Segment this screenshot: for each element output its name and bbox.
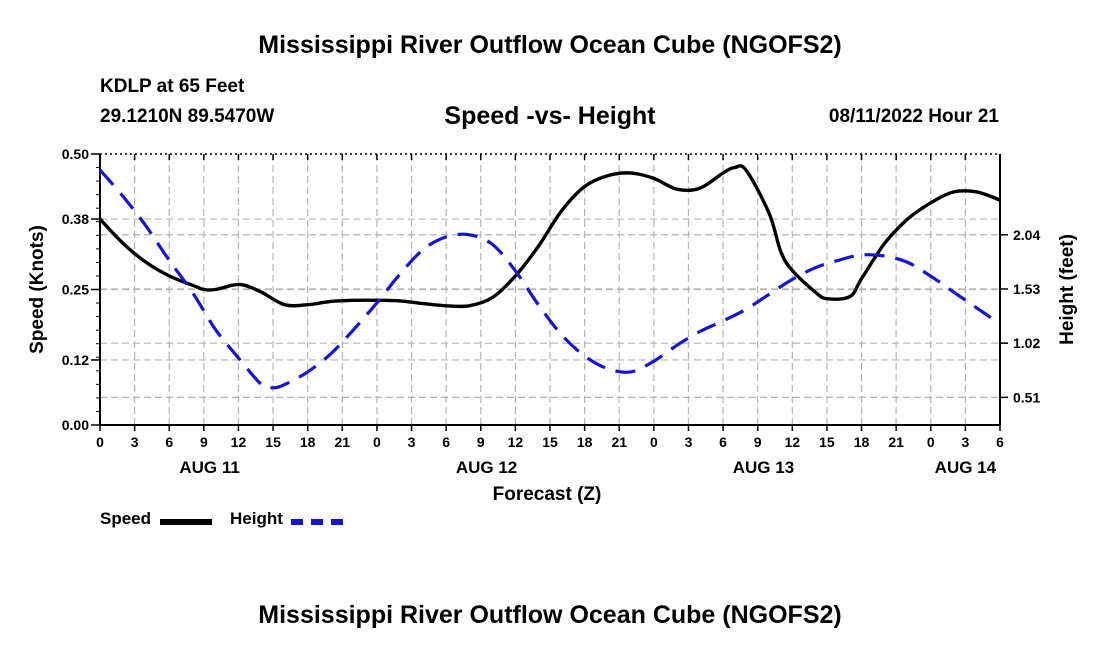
legend-speed-label: Speed	[100, 509, 152, 528]
x-tick-label: 3	[408, 434, 416, 450]
height-series-line	[98, 168, 1001, 390]
x-tick-label: 15	[542, 434, 558, 450]
x-tick-label: 0	[927, 434, 935, 450]
y2-axis-title: Height (feet)	[1057, 234, 1078, 345]
main-title: Mississippi River Outflow Ocean Cube (NG…	[258, 31, 842, 59]
day-label: AUG 11	[179, 458, 239, 477]
series-layer	[98, 164, 1001, 390]
forecast-datetime: 08/11/2022 Hour 21	[828, 106, 999, 127]
x-tick-label: 12	[231, 434, 247, 450]
station-coordinates: 29.1210N 89.5470W	[100, 106, 275, 127]
label-layer: 0 3 6 9 12 15 18 21 0 3 6 9 12 15 18 21 0 3 6 9 12 15 18 21 0 3 6A…	[27, 146, 1078, 505]
legend-speed-swatch	[160, 519, 212, 525]
x-tick-label: 21	[611, 434, 627, 450]
day-label: AUG 12	[456, 458, 517, 477]
y-tick-label: 0.00	[62, 417, 89, 433]
y2-tick-label: 1.02	[1013, 335, 1040, 351]
x-tick-label: 3	[961, 434, 969, 450]
chart-subtitle: Speed -vs- Height	[444, 102, 656, 130]
grid-layer	[100, 154, 1000, 425]
x-tick-label: 18	[300, 434, 316, 450]
day-label: AUG 13	[733, 458, 794, 477]
x-tick-label: 6	[165, 434, 173, 450]
y-axis-title: Speed (Knots)	[27, 225, 48, 354]
x-tick-label: 0	[650, 434, 658, 450]
x-tick-label: 9	[477, 434, 485, 450]
y2-tick-label: 1.53	[1013, 281, 1040, 297]
x-tick-label: 12	[508, 434, 524, 450]
y-tick-label: 0.50	[62, 146, 89, 162]
x-axis-title: Forecast (Z)	[493, 484, 602, 505]
y2-tick-label: 0.51	[1013, 389, 1040, 405]
x-tick-label: 21	[335, 434, 351, 450]
x-tick-label: 21	[888, 434, 904, 450]
y-tick-label: 0.12	[62, 352, 89, 368]
x-tick-label: 12	[785, 434, 801, 450]
x-tick-label: 3	[131, 434, 139, 450]
x-tick-label: 18	[577, 434, 593, 450]
x-tick-label: 6	[442, 434, 450, 450]
legend-height-swatch	[291, 519, 343, 525]
x-tick-label: 6	[719, 434, 727, 450]
repeated-title: Mississippi River Outflow Ocean Cube (NG…	[258, 601, 842, 629]
speed-series-line	[98, 164, 1001, 309]
station-label: KDLP at 65 Feet	[100, 76, 245, 97]
y-tick-label: 0.25	[62, 282, 89, 298]
x-tick-label: 15	[265, 434, 281, 450]
x-tick-label: 0	[96, 434, 104, 450]
day-label: AUG 14	[935, 458, 997, 477]
x-tick-label: 15	[819, 434, 835, 450]
x-tick-label: 9	[754, 434, 762, 450]
y2-tick-label: 2.04	[1013, 227, 1040, 243]
x-tick-label: 9	[200, 434, 208, 450]
x-tick-label: 6	[996, 434, 1004, 450]
legend-height-label: Height	[230, 509, 283, 528]
x-tick-label: 3	[685, 434, 693, 450]
x-tick-label: 18	[854, 434, 870, 450]
y-tick-label: 0.38	[62, 211, 89, 227]
x-tick-label: 0	[373, 434, 381, 450]
